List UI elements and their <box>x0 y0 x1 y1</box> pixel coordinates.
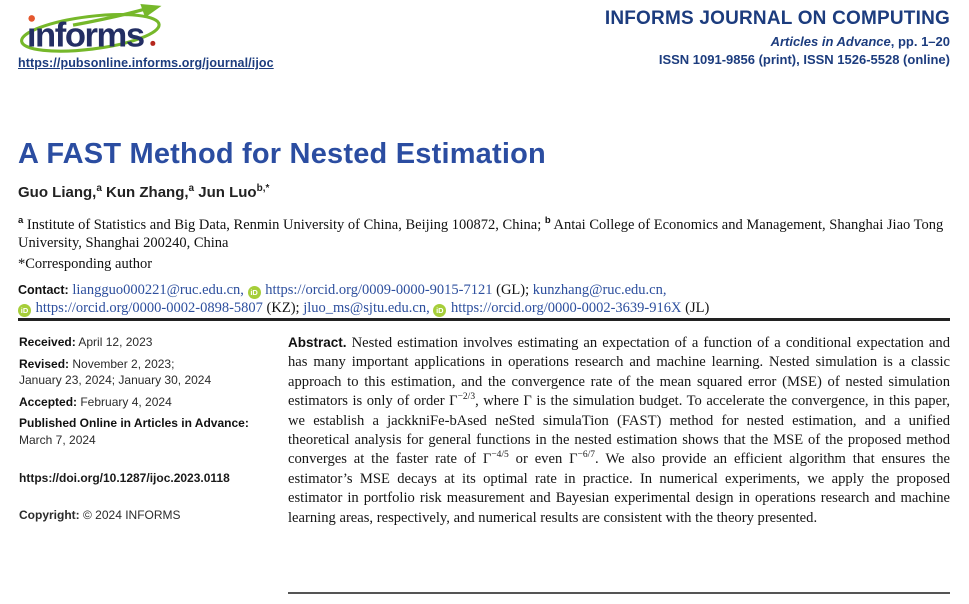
published-online-label: Published Online in Articles in Advance: <box>19 416 249 430</box>
author-initials-1: (GL); <box>496 282 530 298</box>
orcid-link-2[interactable]: https://orcid.org/0000-0002-0898-5807 <box>35 300 263 316</box>
affiliation-a-mark: a <box>18 215 24 227</box>
orcid-link-1[interactable]: https://orcid.org/0009-0000-9015-7121 <box>265 282 493 298</box>
orcid-entry-1: iD https://orcid.org/0009-0000-9015-7121 <box>247 282 493 299</box>
contact-label: Contact: <box>18 283 69 297</box>
pages-range: , pp. 1–20 <box>890 34 950 49</box>
logo-period <box>150 40 156 46</box>
contact-block: Contact: liangguo000221@ruc.edu.cn, iD h… <box>18 281 758 317</box>
journal-name: INFORMS JOURNAL ON COMPUTING <box>604 8 950 29</box>
logo-i-dot <box>28 15 35 22</box>
journal-url-link[interactable]: https://pubsonline.informs.org/journal/i… <box>18 56 274 70</box>
author-list: Guo Liang,a Kun Zhang,a Jun Luob,* <box>18 183 270 202</box>
masthead: INFORMS JOURNAL ON COMPUTING Articles in… <box>605 8 950 67</box>
orcid-icon: iD <box>247 286 261 299</box>
logo-orbit-arc <box>20 13 161 53</box>
abstract-bottom-rule <box>288 592 950 594</box>
revised-value: November 2, 2023; January 23, 2024; Janu… <box>19 356 212 388</box>
orcid-icon: iD <box>433 304 447 317</box>
issn-line: ISSN 1091-9856 (print), ISSN 1526-5528 (… <box>658 52 950 67</box>
articles-in-advance-italic: Articles in Advance <box>770 34 891 49</box>
email-link-2[interactable]: kunzhang@ruc.edu.cn, <box>532 282 667 298</box>
orcid-icon: iD <box>18 304 31 317</box>
email-link-1[interactable]: liangguo000221@ruc.edu.cn, <box>72 282 244 298</box>
author-2: Kun Zhang,a <box>101 183 195 202</box>
doi-link[interactable]: https://doi.org/10.1287/ijoc.2023.0118 <box>19 471 230 485</box>
affiliation-a-text: Institute of Statistics and Big Data, Re… <box>23 217 545 233</box>
affiliation-b-mark: b <box>544 215 551 227</box>
author-3-affmark: b,* <box>256 183 270 194</box>
abstract: Abstract. Nested estimation involves est… <box>288 333 950 528</box>
orcid-link-3[interactable]: https://orcid.org/0000-0002-3639-916X <box>450 300 682 316</box>
received-date: Received: April 12, 2023 <box>19 334 269 351</box>
orcid-entry-3: iD https://orcid.org/0000-0002-3639-916X <box>433 300 682 317</box>
received-value: April 12, 2023 <box>75 335 153 349</box>
author-3-name: Jun Luo <box>194 184 257 201</box>
article-metadata-column: Received: April 12, 2023 Revised: Novemb… <box>19 334 269 523</box>
author-1-affmark: a <box>96 183 102 194</box>
copyright-value: © 2024 INFORMS <box>79 507 181 522</box>
articles-in-advance-line: Articles in Advance, pp. 1–20 <box>605 34 950 49</box>
author-2-affmark: a <box>188 183 195 194</box>
author-2-name: Kun Zhang, <box>101 184 189 201</box>
author-initials-3: (JL) <box>685 300 710 316</box>
email-link-3[interactable]: jluo_ms@sjtu.edu.cn, <box>303 300 430 316</box>
author-3: Jun Luob,* <box>194 183 270 202</box>
paper-title: A FAST Method for Nested Estimation <box>18 138 546 170</box>
informs-logo: ınforms <box>14 4 184 54</box>
affiliations: a Institute of Statistics and Big Data, … <box>18 215 950 252</box>
orcid-entry-2: iD https://orcid.org/0000-0002-0898-5807 <box>18 300 263 317</box>
revised-label: Revised: <box>19 356 70 371</box>
accepted-date: Accepted: February 4, 2024 <box>19 394 269 411</box>
abstract-label: Abstract. <box>288 335 347 350</box>
author-1: Guo Liang,a <box>18 183 102 202</box>
logo-arrowhead <box>140 4 162 18</box>
author-1-name: Guo Liang, <box>18 184 97 201</box>
published-online-value: March 7, 2024 <box>19 432 96 447</box>
received-label: Received: <box>19 335 76 349</box>
logo-arrow-shaft <box>72 7 147 27</box>
revised-dates: Revised: November 2, 2023; January 23, 2… <box>19 356 269 389</box>
informs-logo-graphic: ınforms <box>20 4 162 54</box>
copyright-label: Copyright: <box>19 507 80 522</box>
accepted-label: Accepted: <box>19 394 78 409</box>
abstract-text: Nested estimation involves estimating an… <box>288 335 951 526</box>
published-online-date: Published Online in Articles in Advance:… <box>19 415 269 448</box>
accepted-value: February 4, 2024 <box>77 394 172 409</box>
affiliation-b-text: Antai College of Economics and Managemen… <box>18 217 944 251</box>
corresponding-author-note: *Corresponding author <box>18 256 153 272</box>
section-divider-rule <box>18 318 950 321</box>
author-initials-2: (KZ); <box>266 300 300 316</box>
copyright-line: Copyright: © 2024 INFORMS <box>19 507 269 524</box>
